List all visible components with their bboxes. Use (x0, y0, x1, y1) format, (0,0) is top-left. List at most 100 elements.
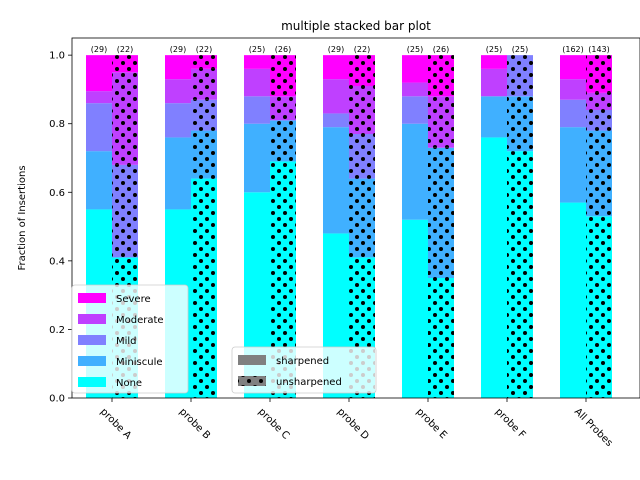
legend-swatch (78, 356, 106, 366)
x-tick-label: probe E (414, 406, 449, 441)
legend-swatch (238, 355, 266, 365)
bar-hatch (428, 96, 454, 147)
bar-hatch (507, 96, 533, 151)
count-label: (29) (91, 45, 107, 54)
bar-hatch (349, 55, 375, 86)
y-tick-label: 0.6 (49, 188, 65, 199)
bar-hatch (191, 131, 217, 179)
bar-hatch (586, 110, 612, 131)
bar-segment (481, 55, 507, 69)
bar-hatch (586, 131, 612, 217)
bar-hatch (191, 69, 217, 100)
x-tick-label: probe A (98, 406, 133, 441)
legend-swatch (78, 335, 106, 345)
bar-hatch (191, 100, 217, 131)
bar-hatch (349, 179, 375, 258)
legend-swatch (78, 314, 106, 324)
bar-hatch (112, 165, 138, 258)
y-tick-label: 0.2 (49, 325, 65, 336)
bar-segment (244, 96, 270, 123)
bar-segment (402, 55, 428, 82)
count-label: (162) (562, 45, 584, 54)
x-tick-label: probe F (493, 406, 528, 441)
bar-hatch (270, 120, 296, 161)
bar-segment (165, 137, 191, 209)
bar-hatch (191, 55, 217, 69)
count-label: (25) (486, 45, 502, 54)
y-tick-label: 0.0 (49, 394, 65, 405)
bar-segment (165, 103, 191, 137)
bar-segment (481, 69, 507, 96)
x-tick-label: probe B (177, 406, 212, 441)
count-label: (25) (512, 45, 528, 54)
legend-groups: sharpened unsharpened (232, 347, 376, 393)
legend-label: Moderate (116, 315, 164, 326)
legend-label: sharpened (276, 356, 329, 367)
bar-segment (481, 96, 507, 137)
legend-label: Severe (116, 294, 151, 305)
count-label: (22) (354, 45, 370, 54)
legend-label: unsharpened (276, 377, 342, 388)
y-tick-label: 0.4 (49, 256, 65, 267)
bar-segment (560, 127, 586, 202)
chart-title: multiple stacked bar plot (281, 19, 431, 33)
x-tick-label: probe C (256, 406, 291, 441)
bar-segment (402, 83, 428, 97)
bar-hatch (586, 216, 612, 398)
bar-segment (86, 55, 112, 91)
bar-hatch (428, 148, 454, 278)
bar-segment (244, 69, 270, 96)
bar-segment (560, 203, 586, 398)
bar-segment (86, 103, 112, 151)
count-label: (25) (249, 45, 265, 54)
bar-segment (560, 79, 586, 100)
bar-hatch (270, 55, 296, 96)
bar-segment (402, 220, 428, 398)
bar-segment (402, 124, 428, 220)
legend-label: Miniscule (116, 357, 163, 368)
x-tick-label: All Probes (572, 406, 615, 449)
count-labels: (29) (22) (29) (22) (25) (26) (29) (22) (25) (26)… (91, 45, 610, 54)
bar-segment (323, 79, 349, 113)
count-label: (22) (117, 45, 133, 54)
bar-hatch (507, 55, 533, 96)
bar-segment (323, 113, 349, 127)
y-tick-label: 1.0 (49, 51, 65, 62)
count-label: (143) (588, 45, 610, 54)
y-axis-title: Fraction of Insertions (17, 165, 28, 270)
bar-segment (244, 55, 270, 69)
bar-hatch (349, 86, 375, 134)
bar-segment (165, 55, 191, 79)
bar-hatch (586, 55, 612, 93)
bar-hatch (349, 134, 375, 179)
bar-segment (481, 137, 507, 398)
bar-segment (86, 151, 112, 209)
count-label: (29) (328, 45, 344, 54)
count-label: (26) (433, 45, 449, 54)
bar-segment (323, 127, 349, 233)
count-label: (26) (275, 45, 291, 54)
count-label: (25) (407, 45, 423, 54)
legend-swatch-hatch (238, 376, 266, 386)
bar-segment (402, 96, 428, 123)
count-label: (29) (170, 45, 186, 54)
legend-swatch (78, 377, 106, 387)
legend-severity: Severe Moderate Mild Miniscule None (72, 285, 188, 393)
bar-segment (86, 91, 112, 103)
bar-segment (560, 100, 586, 127)
bar-hatch (586, 93, 612, 110)
bar-hatch (112, 72, 138, 165)
legend-swatch (78, 293, 106, 303)
x-tick-label: probe D (335, 406, 371, 442)
bar-hatch (270, 96, 296, 120)
bar-segment (560, 55, 586, 79)
bar-segment (323, 55, 349, 79)
y-tick-label: 0.8 (49, 119, 65, 130)
bar-hatch (507, 151, 533, 398)
bar-segment (165, 79, 191, 103)
count-label: (22) (196, 45, 212, 54)
y-ticks: 0.0 0.2 0.4 0.6 0.8 1.0 (49, 51, 72, 405)
bar-hatch (428, 278, 454, 398)
bar-segment (244, 124, 270, 193)
